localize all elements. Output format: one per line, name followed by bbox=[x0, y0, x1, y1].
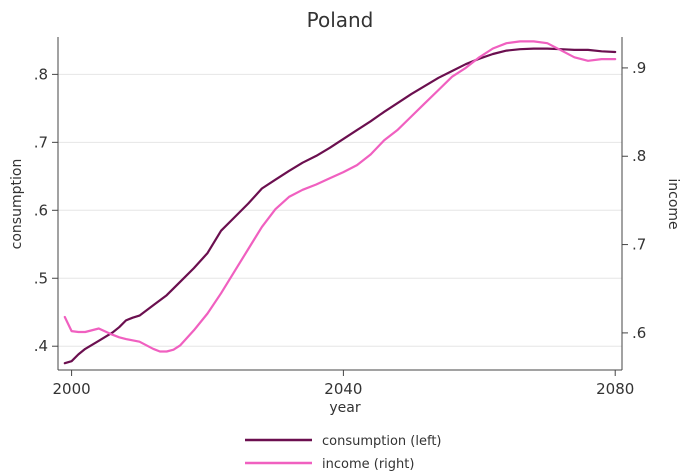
consumption-line bbox=[63, 47, 617, 365]
y-left-tick-label: .8 bbox=[34, 65, 48, 83]
y-left-tick-label: .5 bbox=[34, 269, 48, 287]
y-left-tick-label: .7 bbox=[34, 133, 48, 151]
legend: consumption (left) income (right) bbox=[245, 434, 442, 472]
y-left-tick-label: .4 bbox=[34, 337, 48, 355]
y-right-tick-label: .8 bbox=[632, 147, 646, 165]
x-axis-label: year bbox=[329, 400, 360, 416]
y-right-tick-label: .6 bbox=[632, 324, 646, 342]
legend-label-consumption: consumption (left) bbox=[322, 434, 442, 449]
y-right-tick-label: .9 bbox=[632, 59, 646, 77]
legend-label-income: income (right) bbox=[322, 457, 414, 472]
y-left-axis: .4 .5 .6 .7 .8 bbox=[34, 37, 59, 370]
chart-title: Poland bbox=[307, 8, 374, 32]
x-tick-label: 2000 bbox=[52, 380, 90, 398]
y-left-tick-label: .6 bbox=[34, 201, 48, 219]
y-right-axis: .6 .7 .8 .9 bbox=[621, 37, 646, 370]
x-tick-label: 2080 bbox=[596, 380, 634, 398]
x-tick-label: 2040 bbox=[324, 380, 362, 398]
income-line bbox=[63, 40, 617, 353]
plot-series bbox=[63, 40, 617, 365]
gridlines bbox=[58, 73, 622, 347]
x-axis: 2000 2040 2080 bbox=[52, 369, 634, 398]
y-right-axis-label: income bbox=[665, 178, 680, 229]
y-left-axis-label: consumption bbox=[9, 159, 25, 250]
y-right-tick-label: .7 bbox=[632, 236, 646, 254]
